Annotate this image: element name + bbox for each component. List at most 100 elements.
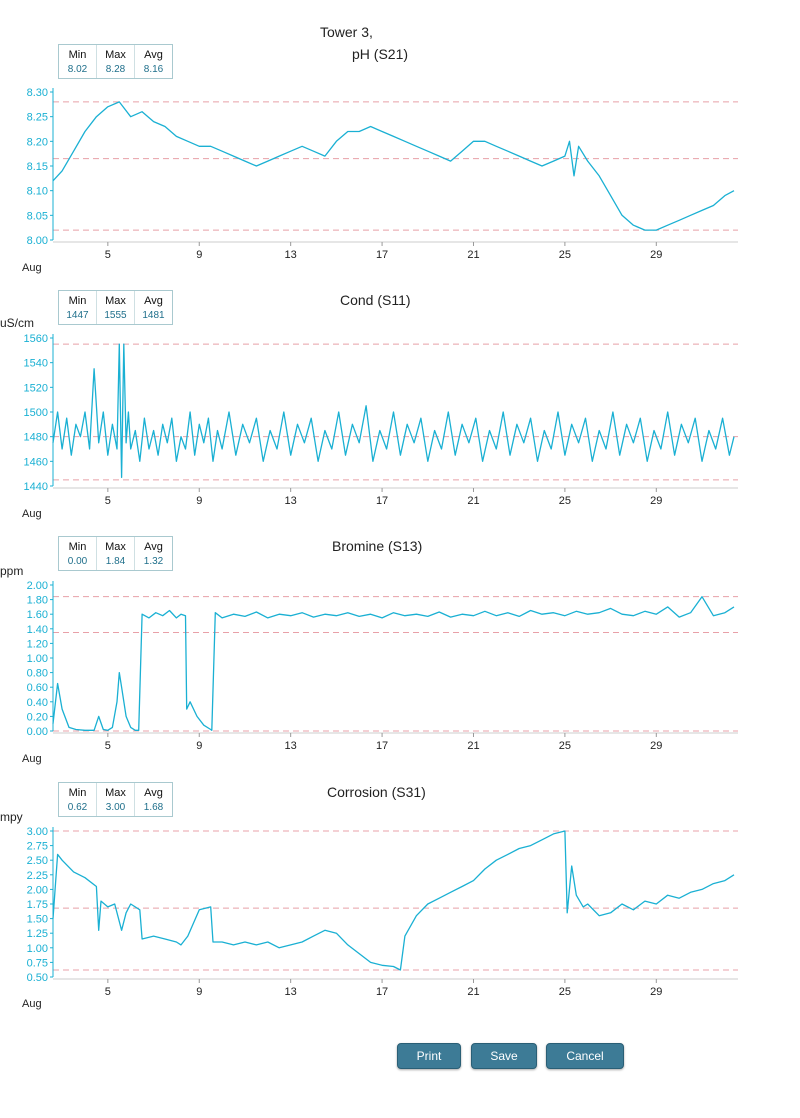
y-unit-label: ppm — [0, 564, 24, 578]
y-tick-label: 0.80 — [27, 668, 48, 680]
x-tick-label: 25 — [559, 495, 571, 507]
y-tick-label: 1520 — [24, 382, 48, 394]
y-tick-label: 2.25 — [27, 870, 48, 882]
y-tick-label: 1.40 — [27, 624, 48, 636]
cond-chart: 1440 1460 1480 1500 1520 1540 1560 5 9 13 17 21 25 29 — [24, 333, 738, 507]
stats-avg-label: Avg — [144, 787, 163, 799]
stats-avg-value: 1481 — [142, 310, 165, 321]
stats-max-value: 8.28 — [105, 64, 126, 75]
y-tick-label: 1540 — [24, 358, 48, 370]
x-tick-label: 9 — [196, 249, 202, 261]
y-tick-label: 0.20 — [27, 711, 48, 723]
y-tick-label: 1.25 — [27, 928, 48, 940]
x-month-label: Aug — [22, 508, 42, 520]
x-tick-label: 25 — [559, 740, 571, 752]
stats-max-label: Max — [105, 541, 126, 553]
x-tick-label: 5 — [105, 495, 111, 507]
y-tick-label: 2.00 — [27, 580, 48, 592]
y-tick-label: 2.00 — [27, 884, 48, 896]
x-tick-label: 21 — [467, 249, 479, 261]
y-tick-label: 1460 — [24, 456, 48, 468]
y-tick-label: 1440 — [24, 481, 48, 493]
stats-avg-label: Avg — [144, 49, 163, 61]
x-tick-label: 9 — [196, 986, 202, 998]
x-tick-label: 21 — [467, 986, 479, 998]
stats-max-value: 1.84 — [105, 556, 126, 567]
series-line — [52, 830, 735, 971]
stats-min-value: 1447 — [66, 310, 89, 321]
x-tick-label: 25 — [559, 986, 571, 998]
stats-avg-value: 1.68 — [143, 802, 164, 813]
x-tick-label: 21 — [467, 495, 479, 507]
chart-title: Bromine (S13) — [332, 538, 423, 554]
series-line — [52, 101, 735, 231]
y-tick-label: 8.05 — [27, 210, 48, 222]
y-tick-label: 1.00 — [27, 943, 48, 955]
y-tick-label: 1.60 — [27, 609, 48, 621]
print-button[interactable]: Print — [397, 1043, 461, 1069]
chart-title: Cond (S11) — [340, 292, 411, 308]
stats-max-label: Max — [105, 787, 126, 799]
corrosion-chart: 0.50 0.75 1.00 1.25 1.50 1.75 2.00 2.25 2.50 2.75… — [27, 826, 738, 998]
x-tick-label: 9 — [196, 740, 202, 752]
y-tick-label: 1480 — [24, 432, 48, 444]
x-tick-label: 13 — [285, 495, 297, 507]
x-tick-label: 25 — [559, 249, 571, 261]
x-tick-label: 21 — [467, 740, 479, 752]
y-tick-label: 0.75 — [27, 957, 48, 969]
y-tick-label: 0.00 — [27, 726, 48, 738]
x-tick-label: 17 — [376, 249, 388, 261]
x-month-label: Aug — [22, 262, 42, 274]
x-tick-label: 5 — [105, 249, 111, 261]
y-tick-label: 1.80 — [27, 595, 48, 607]
y-tick-label: 8.10 — [27, 186, 48, 198]
chart-title-line1: Tower 3, — [320, 24, 373, 40]
x-tick-label: 13 — [285, 740, 297, 752]
stats-max-value: 1555 — [104, 310, 127, 321]
stats-box: Min 0.00 Max 1.84 Avg 1.32 — [58, 536, 173, 571]
y-tick-label: 1.20 — [27, 638, 48, 650]
y-tick-label: 2.75 — [27, 841, 48, 853]
x-tick-label: 17 — [376, 495, 388, 507]
y-tick-label: 8.25 — [27, 112, 48, 124]
stats-box: Min 8.02 Max 8.28 Avg 8.16 — [58, 44, 173, 79]
x-tick-label: 29 — [650, 495, 662, 507]
y-tick-label: 8.20 — [27, 136, 48, 148]
y-unit-label: mpy — [0, 810, 23, 824]
x-tick-label: 17 — [376, 740, 388, 752]
stats-max-label: Max — [105, 295, 126, 307]
series-line — [52, 596, 735, 731]
stats-box: Min 0.62 Max 3.00 Avg 1.68 — [58, 782, 173, 817]
y-tick-label: 3.00 — [27, 826, 48, 838]
y-tick-label: 1.00 — [27, 653, 48, 665]
y-tick-label: 0.40 — [27, 697, 48, 709]
y-tick-label: 0.50 — [27, 972, 48, 984]
chart-title: pH (S21) — [352, 46, 409, 62]
x-tick-label: 13 — [285, 249, 297, 261]
stats-avg-value: 1.32 — [143, 556, 164, 567]
x-tick-label: 13 — [285, 986, 297, 998]
stats-max-value: 3.00 — [105, 802, 126, 813]
y-tick-label: 8.15 — [27, 161, 48, 173]
x-tick-label: 5 — [105, 740, 111, 752]
y-unit-label: uS/cm — [0, 316, 35, 330]
y-tick-label: 8.00 — [27, 235, 48, 247]
y-tick-label: 1500 — [24, 407, 48, 419]
x-month-label: Aug — [22, 753, 42, 765]
stats-min-label: Min — [68, 295, 87, 307]
cancel-button[interactable]: Cancel — [546, 1043, 624, 1069]
x-tick-label: 29 — [650, 740, 662, 752]
stats-max-label: Max — [105, 49, 126, 61]
stats-min-label: Min — [68, 49, 87, 61]
x-tick-label: 5 — [105, 986, 111, 998]
stats-min-label: Min — [68, 541, 87, 553]
y-tick-label: 8.30 — [27, 87, 48, 99]
x-tick-label: 17 — [376, 986, 388, 998]
stats-min-label: Min — [68, 787, 87, 799]
stats-avg-label: Avg — [144, 541, 163, 553]
stats-min-value: 0.00 — [67, 556, 88, 567]
ph-chart: 8.00 8.05 8.10 8.15 8.20 8.25 8.30 5 9 13 17 21 25 29 — [27, 87, 738, 261]
stats-box: Min 1447 Max 1555 Avg 1481 — [58, 290, 173, 325]
stats-min-value: 8.02 — [67, 64, 88, 75]
save-button[interactable]: Save — [471, 1043, 537, 1069]
